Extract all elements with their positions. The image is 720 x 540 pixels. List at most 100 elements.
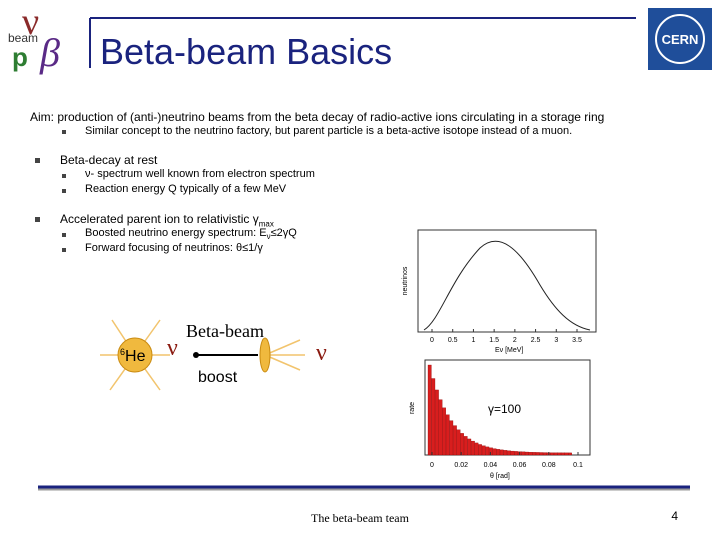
x-tick-label: 0.5 (448, 337, 458, 344)
bullet (62, 189, 66, 193)
histogram-bar (449, 420, 454, 456)
bullet (62, 233, 66, 237)
bullet-2-text: Accelerated parent ion to relativistic γ (60, 212, 259, 226)
bullet (62, 130, 66, 134)
cern-ring (655, 14, 705, 64)
logo-beta: β (39, 30, 60, 75)
histogram-bar (431, 378, 436, 456)
histogram-bar (485, 446, 490, 456)
ion-symbol: He (125, 348, 146, 365)
text: ≤2γQ (270, 227, 297, 239)
histogram-bar (438, 399, 443, 456)
histogram-bar (460, 433, 464, 456)
bullet-2-sub: Forward focusing of neutrinos: θ≤1/γ (85, 242, 263, 254)
x-tick-label: 0.04 (484, 462, 498, 469)
arrow-tail (193, 352, 199, 358)
histogram-bar (553, 452, 558, 456)
he-ion (117, 337, 153, 373)
x-tick-label: 0.02 (454, 462, 468, 469)
text: Boosted neutrino energy spectrum: E (85, 227, 267, 239)
histogram-bar (499, 449, 504, 456)
histogram-bar (568, 452, 572, 456)
logo-beam: beam (8, 31, 38, 45)
histogram-bar (456, 429, 461, 456)
page-number: 4 (671, 509, 678, 523)
title: Beta-beam Basics (100, 31, 392, 72)
forward-rays (264, 339, 305, 371)
aim: Aim: production of (anti-)neutrino beams… (30, 110, 605, 124)
beam-label: Beta-beam (186, 321, 264, 341)
bullet (62, 174, 66, 178)
histogram-bar (561, 452, 565, 456)
boosted-ion (259, 337, 271, 373)
x-tick-label: 1.5 (489, 337, 499, 344)
histogram-bar (467, 438, 472, 456)
energy-plot-frame (417, 229, 597, 333)
bullet-1-sub: Reaction energy Q typically of a few MeV (85, 183, 287, 195)
histogram-bar (463, 436, 468, 456)
angle-ylabel: rate (409, 402, 416, 414)
angle-xlabel: θ [rad] (490, 473, 510, 480)
histogram-bar (539, 452, 544, 456)
x-tick-label: 1 (471, 337, 475, 344)
bullet-2-sub: max (258, 219, 274, 229)
bullet-2-sub: Boosted neutrino energy spectrum: Eν≤2γQ (85, 227, 297, 241)
histogram-bar (507, 450, 511, 456)
histogram-bar (427, 364, 432, 456)
x-tick-label: 0.06 (513, 462, 527, 469)
histogram-bar (503, 450, 508, 456)
x-tick-label: 3 (554, 337, 558, 344)
histogram-bar (453, 425, 457, 456)
bullet (62, 248, 66, 252)
footer-team: The beta-beam team (311, 511, 410, 525)
x-tick-label: 2 (513, 337, 517, 344)
logo-p: p (12, 42, 28, 72)
boost-label: boost (198, 369, 238, 386)
histogram-bar (478, 444, 482, 456)
histogram-bar (528, 452, 533, 456)
histogram-bar (489, 447, 493, 456)
nu-right: ν (316, 340, 327, 366)
histogram-bar (564, 452, 569, 456)
histogram-bar (510, 450, 515, 456)
logo-nu: ν (22, 1, 39, 43)
energy-ylabel: neutrinos (402, 266, 409, 295)
histogram-bar (492, 448, 497, 456)
histogram-bar (481, 445, 486, 456)
x-tick-label: 3.5 (572, 337, 582, 344)
subscript: ν (266, 232, 271, 242)
histogram-bar (474, 442, 479, 456)
histogram-bar (514, 451, 518, 456)
bullet-2: Accelerated parent ion to relativistic γ… (60, 212, 274, 228)
histogram-bar (543, 452, 547, 456)
histogram-bar (435, 389, 439, 456)
x-tick-label: 0 (430, 337, 434, 344)
histogram-bar (550, 452, 554, 456)
bullet (35, 158, 40, 163)
histogram-bar (521, 451, 526, 456)
cern-logo (648, 8, 712, 70)
cern-text: CERN (662, 32, 699, 47)
histogram-bar (442, 407, 446, 456)
histogram (427, 364, 572, 456)
gamma-annotation: γ=100 (488, 402, 521, 416)
aim-sub: Similar concept to the neutrino factory,… (85, 125, 573, 137)
ion-mass: 6 (120, 347, 125, 357)
x-tick-label: 0.08 (542, 462, 556, 469)
x-tick-label: 0 (430, 462, 434, 469)
bullet-1: Beta-decay at rest (60, 153, 158, 167)
histogram-bar (445, 414, 450, 456)
histogram-bar (532, 452, 536, 456)
x-tick-label: 0.1 (573, 462, 583, 469)
histogram-bar (557, 452, 562, 456)
bullet (35, 217, 40, 222)
histogram-bar (535, 452, 540, 456)
bullet-1-sub: ν- spectrum well known from electron spe… (85, 168, 315, 180)
energy-xlabel: Eν [MeV] (495, 347, 523, 354)
histogram-bar (525, 451, 529, 456)
histogram-bar (496, 449, 500, 456)
x-tick-label: 2.5 (531, 337, 541, 344)
histogram-bar (471, 440, 475, 456)
